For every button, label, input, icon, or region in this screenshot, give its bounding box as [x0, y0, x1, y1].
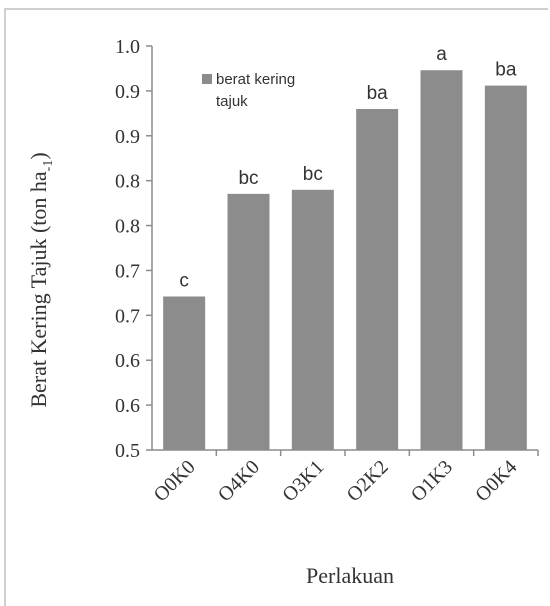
y-axis-title: Berat Kering Tajuk (ton ha-1) — [26, 152, 56, 407]
data-label: bc — [303, 164, 323, 185]
bar — [484, 85, 527, 450]
x-tick-label: O3K1 — [278, 456, 328, 506]
y-axis-title-close: ) — [26, 152, 51, 159]
x-tick-label: O1K3 — [407, 456, 457, 506]
y-axis-title-sub: -1 — [41, 160, 56, 172]
bars — [163, 70, 527, 451]
x-tick-label: O0K4 — [471, 456, 521, 506]
y-tick-label: 0.6 — [115, 395, 140, 417]
legend-swatch — [202, 74, 212, 84]
x-tick-label: O2K2 — [343, 456, 393, 506]
y-tick-label: 0.7 — [115, 260, 140, 282]
x-tick-label: O0K0 — [150, 456, 200, 506]
legend-label-line-2: tajuk — [216, 93, 248, 110]
data-label: ba — [495, 60, 517, 81]
y-tick-labels: 1.0 0.9 0.9 0.8 0.8 0.7 0.7 0.6 0.6 0.5 — [115, 36, 140, 462]
data-label: bc — [238, 168, 258, 189]
bar — [163, 296, 206, 450]
x-tick-label: O4K0 — [214, 456, 264, 506]
x-axis-title: Perlakuan — [306, 563, 394, 588]
y-tick-label: 0.6 — [115, 350, 140, 372]
legend: berat kering tajuk — [202, 71, 295, 110]
data-label: ba — [367, 83, 389, 104]
y-tick-label: 0.7 — [115, 305, 140, 327]
bar — [420, 70, 463, 451]
y-axis-title-main: Berat Kering Tajuk (ton ha — [26, 171, 51, 408]
data-label: c — [179, 270, 189, 291]
y-tick-label: 0.5 — [115, 440, 140, 462]
y-tick-label: 0.9 — [115, 126, 140, 148]
data-labels: c bc bc ba a ba — [179, 44, 516, 291]
data-label: a — [436, 44, 447, 65]
legend-label-line-1: berat kering — [216, 71, 295, 88]
axes — [146, 45, 539, 456]
bar — [291, 189, 334, 450]
bar — [356, 109, 399, 451]
chart-frame — [4, 8, 548, 606]
x-tick-labels: O0K0 O4K0 O3K1 O2K2 O1K3 O0K4 — [150, 456, 522, 506]
y-tick-label: 0.8 — [115, 171, 140, 193]
y-tick-label: 0.8 — [115, 216, 140, 238]
y-tick-label: 0.9 — [115, 81, 140, 103]
svg-text:Berat Kering Tajuk (ton ha-1): Berat Kering Tajuk (ton ha-1) — [26, 152, 56, 407]
y-tick-label: 1.0 — [115, 36, 140, 58]
bar — [227, 193, 270, 450]
